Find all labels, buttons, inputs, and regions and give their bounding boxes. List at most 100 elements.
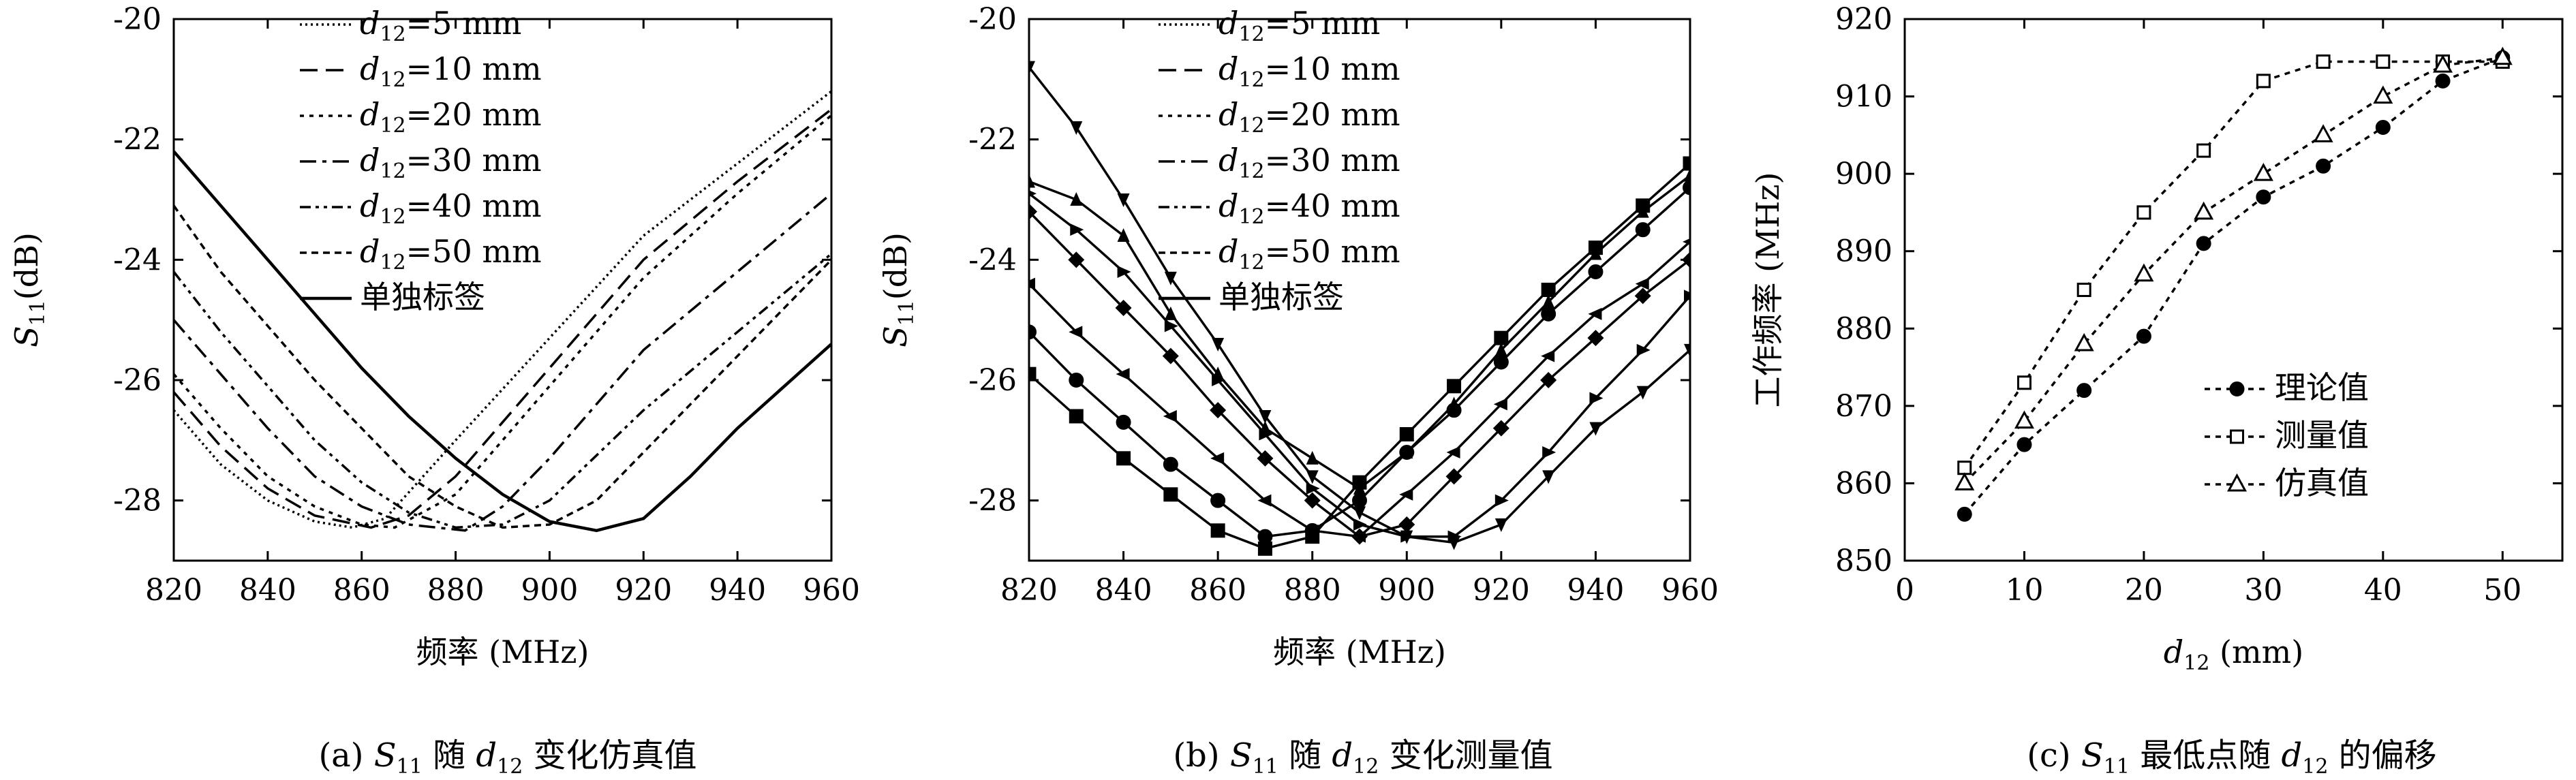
legend-label: d12=10 mm bbox=[360, 50, 542, 92]
panel-caption: (a) S11 随 d12 变化仿真值 bbox=[318, 736, 696, 779]
x-axis-label: d12 (mm) bbox=[2164, 634, 2303, 675]
x-label-rest: (mm) bbox=[2209, 634, 2303, 670]
data-point bbox=[1684, 168, 1690, 182]
caption-d-sub: 12 bbox=[497, 755, 523, 779]
legend-item: d12=20 mm bbox=[300, 96, 542, 138]
series-3 bbox=[1029, 203, 1690, 545]
legend-d: d bbox=[1218, 142, 1238, 178]
x-axis-label: 频率 (MHz) bbox=[416, 634, 589, 670]
x-tick-label: 30 bbox=[2244, 573, 2282, 608]
caption-s-sub: 11 bbox=[397, 755, 423, 779]
legend-item: d12=50 mm bbox=[1159, 233, 1400, 275]
x-axis-label: 频率 (MHz) bbox=[1273, 634, 1446, 670]
data-point bbox=[1588, 307, 1602, 320]
data-point bbox=[1542, 470, 1555, 484]
data-point bbox=[1163, 456, 1178, 472]
x-tick-label: 20 bbox=[2125, 573, 2163, 608]
data-point bbox=[1957, 461, 1972, 475]
y-tick-label: -28 bbox=[113, 484, 162, 518]
y-axis-label: S11(dB) bbox=[8, 232, 50, 347]
data-point bbox=[1682, 251, 1690, 268]
data-point bbox=[1115, 300, 1132, 316]
y-tick-label: -24 bbox=[968, 243, 1017, 277]
x-tick-label: 960 bbox=[1661, 573, 1719, 608]
data-point bbox=[1634, 287, 1651, 305]
y-tick-label: 920 bbox=[1835, 2, 1892, 37]
data-point bbox=[1116, 368, 1130, 381]
series-6 bbox=[1029, 168, 1690, 495]
data-point bbox=[2435, 73, 2451, 89]
data-point bbox=[1306, 450, 1319, 465]
data-point bbox=[1494, 330, 1509, 345]
legend-marker bbox=[2229, 381, 2245, 396]
legend-label: d12=5 mm bbox=[1218, 5, 1380, 46]
data-point bbox=[1954, 472, 1975, 490]
data-point bbox=[1117, 228, 1130, 242]
x-label-d: d bbox=[2164, 634, 2183, 670]
data-point bbox=[1400, 530, 1413, 544]
data-point bbox=[1635, 277, 1649, 290]
legend-d: d bbox=[360, 142, 380, 178]
legend-label: 单独标签 bbox=[360, 279, 485, 315]
y-tick-label: -20 bbox=[968, 2, 1017, 37]
data-point bbox=[1684, 290, 1690, 302]
legend-sub: 12 bbox=[380, 205, 405, 229]
series-line bbox=[174, 90, 831, 529]
data-point bbox=[2194, 201, 2214, 220]
series-line bbox=[174, 150, 831, 533]
data-point bbox=[2076, 283, 2091, 297]
y-tick-label: 890 bbox=[1835, 234, 1892, 269]
data-point bbox=[1212, 338, 1225, 352]
data-point bbox=[2014, 410, 2034, 429]
series-6 bbox=[174, 150, 831, 533]
legend-item: d12=40 mm bbox=[300, 187, 542, 229]
y-label-rest: (dB) bbox=[877, 232, 914, 300]
x-tick-label: 940 bbox=[1567, 573, 1624, 608]
series-1 bbox=[174, 108, 831, 529]
data-point bbox=[1259, 420, 1272, 435]
legend-d: d bbox=[1218, 5, 1238, 42]
data-point bbox=[1162, 347, 1179, 364]
data-point bbox=[2373, 85, 2393, 104]
data-point bbox=[1070, 121, 1083, 135]
data-point bbox=[1164, 319, 1178, 332]
legend-d: d bbox=[360, 187, 380, 224]
data-point bbox=[1494, 494, 1509, 507]
data-point bbox=[1210, 493, 1226, 508]
x-tick-label: 900 bbox=[521, 573, 578, 608]
plot-frame bbox=[172, 18, 833, 562]
data-point bbox=[2017, 437, 2032, 452]
series-line bbox=[174, 204, 831, 529]
legend-sub: 12 bbox=[1238, 205, 1264, 229]
data-point bbox=[1029, 203, 1037, 220]
data-point bbox=[1257, 541, 1272, 556]
legend-sub: 12 bbox=[1238, 114, 1264, 138]
data-point bbox=[1257, 494, 1272, 507]
data-point bbox=[1116, 451, 1131, 466]
data-point bbox=[1068, 251, 1085, 268]
x-tick-label: 0 bbox=[1895, 573, 1914, 608]
data-point bbox=[2136, 205, 2151, 220]
legend-d: d bbox=[360, 96, 380, 133]
data-point bbox=[2313, 124, 2333, 142]
data-point bbox=[1029, 174, 1035, 188]
data-point bbox=[2256, 189, 2271, 205]
y-tick-label: 910 bbox=[1835, 80, 1892, 114]
data-point bbox=[1117, 266, 1131, 278]
y-tick-label: 860 bbox=[1835, 466, 1892, 501]
series-line bbox=[1963, 57, 2503, 484]
caption-mid: 随 bbox=[1278, 736, 1332, 775]
legend-sub: 12 bbox=[1238, 251, 1264, 275]
data-point bbox=[1542, 446, 1557, 458]
data-point bbox=[1542, 294, 1555, 309]
data-point bbox=[1589, 392, 1604, 405]
caption-s: S bbox=[374, 736, 397, 775]
legend-label: 仿真值 bbox=[2275, 465, 2369, 501]
data-point bbox=[2076, 383, 2092, 399]
x-tick-label: 50 bbox=[2483, 573, 2521, 608]
y-tick-label: -22 bbox=[968, 123, 1017, 157]
caption-prefix: (a) bbox=[318, 736, 373, 775]
data-point bbox=[1399, 427, 1414, 441]
legend-item: 单独标签 bbox=[300, 279, 485, 315]
data-point bbox=[1589, 246, 1602, 260]
